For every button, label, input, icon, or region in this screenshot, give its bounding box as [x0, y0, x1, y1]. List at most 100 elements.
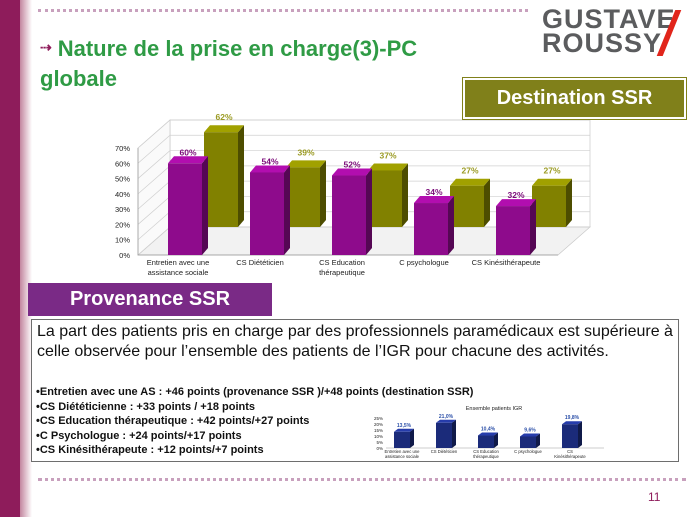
mini-data-label: 21,0% [439, 414, 454, 420]
y-tick-label: 30% [115, 205, 130, 214]
y-tick-label: 40% [115, 190, 130, 199]
slide-title-line1: Nature de la prise en charge(3)-PC [57, 36, 418, 61]
x-tick-label: thérapeutique [319, 268, 365, 277]
mini-x-tick-label: thérapeutique [473, 454, 499, 459]
top-dotted-divider [38, 9, 528, 12]
mini-bar-top [394, 428, 414, 432]
provenance-bar-side [530, 199, 536, 255]
summary-text-box: La part des patients pris en charge par … [31, 319, 679, 462]
mini-bar-side [410, 428, 414, 448]
left-accent-band [0, 0, 32, 517]
data-label: 60% [179, 147, 196, 157]
y-tick-label: 50% [115, 175, 130, 184]
destination-bar [204, 132, 238, 227]
gustave-roussy-logo: GUSTAVE ROUSSY [536, 6, 686, 58]
bottom-dotted-divider [38, 478, 686, 481]
mini-bar [520, 436, 536, 448]
mini-bar [394, 431, 410, 448]
mini-bar-top [520, 433, 540, 437]
mini-x-tick-label: assistance sociale [385, 454, 420, 459]
destination-bar-side [484, 178, 490, 227]
mini-bar-top [478, 432, 498, 436]
destination-bar-top [286, 160, 326, 168]
x-tick-label: CS Diététicien [236, 258, 284, 267]
data-label: 34% [425, 187, 442, 197]
data-label: 27% [461, 166, 478, 176]
provenance-bar-side [202, 156, 208, 255]
provenance-bar-top [414, 196, 454, 204]
destination-bar-top [204, 125, 244, 133]
destination-bar [368, 170, 402, 227]
mini-bar-side [494, 432, 498, 448]
data-label: 37% [379, 150, 396, 160]
logo-line1: GUSTAVE [542, 4, 676, 34]
logo-line2: ROUSSY [542, 28, 663, 58]
provenance-bar [250, 172, 284, 255]
mini-x-tick-label: C psychologue [514, 449, 542, 454]
destination-bar [532, 185, 566, 227]
destination-bar-side [402, 163, 408, 227]
x-tick-label: CS Education [319, 258, 365, 267]
mini-data-label: 9,6% [524, 427, 536, 433]
mini-y-tick-label: 5% [376, 440, 383, 445]
destination-bar [450, 185, 484, 227]
mini-bar-chart-igr: Ensemble patients IGR 0%5%10%15%20%25% 13,… [374, 406, 604, 459]
provenance-bar-side [366, 168, 372, 255]
y-tick-label: 70% [115, 144, 130, 153]
x-tick-label: assistance sociale [148, 268, 209, 277]
mini-x-tick-label: Entretien avec une [385, 449, 421, 454]
data-label: 39% [297, 147, 314, 157]
mini-y-tick-label: 10% [374, 434, 383, 439]
provenance-ssr-label: Provenance SSR [28, 283, 272, 316]
chart-gridline [137, 119, 590, 149]
summary-paragraph: La part des patients pris en charge par … [37, 323, 673, 360]
bullet-item: •Entretien avec une AS : +46 points (pro… [36, 386, 474, 398]
data-label: 52% [343, 160, 360, 170]
slide-title-line2: globale [40, 66, 118, 91]
mini-bar [436, 422, 452, 448]
data-label: 62% [215, 112, 232, 122]
main-3d-bar-chart: 0% 10% 20% 30% 40% 50% 60% 70% 62% 60% Entretien a… [115, 112, 591, 277]
provenance-bar-top [250, 165, 290, 173]
mini-bar-top [562, 421, 582, 425]
mini-chart-title: Ensemble patients IGR [466, 406, 523, 412]
mini-x-tick-label: CS Diététicien [431, 449, 458, 454]
bullet-item: •CS Kinésithérapeute : +12 points/+7 poi… [36, 444, 264, 456]
x-tick-label: C psychologue [399, 258, 449, 267]
mini-data-label: 19,8% [565, 415, 580, 421]
bullet-item: •CS Diététicienne : +33 points / +18 poi… [36, 400, 256, 413]
mini-y-tick-label: 20% [374, 422, 383, 427]
destination-bar-side [320, 160, 326, 227]
destination-bar-side [238, 125, 244, 227]
mini-bar-side [452, 419, 456, 448]
y-tick-label: 20% [115, 220, 130, 229]
mini-y-tick-label: 15% [374, 428, 383, 433]
chart-gridline [137, 150, 590, 179]
mini-y-tick-label: 25% [374, 416, 383, 421]
provenance-bar-side [284, 165, 290, 255]
bullet-item: •C Psychologue : +24 points/+17 points [36, 429, 242, 442]
provenance-bar [168, 163, 202, 255]
mini-bar [478, 435, 494, 448]
y-tick-label: 10% [115, 236, 130, 245]
mini-x-tick-label: CS [567, 449, 573, 454]
y-tick-label: 0% [119, 251, 130, 260]
provenance-bar [332, 175, 366, 255]
bullet-item: •CS Education thérapeutique : +42 points… [36, 415, 310, 427]
page-number: 11 [648, 490, 661, 504]
mini-bar-side [578, 421, 582, 448]
provenance-bar-top [168, 156, 208, 164]
bullet-list: •Entretien avec une AS : +46 points (pro… [36, 385, 473, 458]
chart-gridline [137, 134, 590, 164]
destination-ssr-label: Destination SSR [463, 78, 686, 119]
mini-x-tick-label: Kinésithérapeute [554, 454, 586, 459]
mini-y-tick-label: 0% [376, 446, 383, 451]
provenance-bar [414, 203, 448, 255]
destination-bar-top [368, 163, 408, 171]
provenance-bar [496, 206, 530, 255]
y-tick-label: 60% [115, 159, 130, 168]
arrow-bullet-icon: ⇢ [40, 39, 52, 55]
provenance-bar-top [496, 199, 536, 207]
data-label: 27% [543, 166, 560, 176]
x-tick-label: Entretien avec une [147, 258, 210, 267]
